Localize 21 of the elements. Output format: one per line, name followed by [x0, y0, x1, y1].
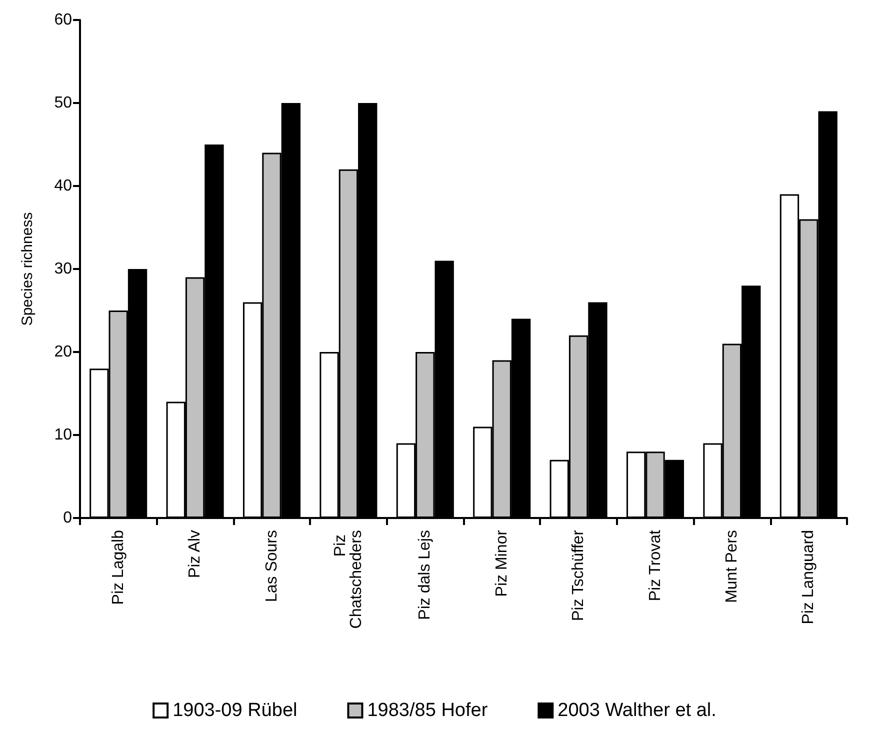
- legend-label: 2003 Walther et al.: [558, 700, 716, 721]
- legend-label: 1983/85 Hofer: [367, 700, 488, 721]
- legend-label: 1903-09 Rübel: [172, 700, 298, 721]
- x-tick-label: Piz Minor: [493, 529, 510, 597]
- y-tick-label: 20: [54, 344, 72, 360]
- x-tick-label: Munt Pers: [723, 530, 740, 603]
- x-tick-label: Piz Chatscheders: [332, 530, 365, 629]
- x-tick-label: Piz Tschüffer: [570, 529, 588, 622]
- y-tick-label: 0: [63, 510, 72, 526]
- x-tick-label: Piz dals Lejs: [416, 530, 434, 620]
- x-tick-label: Piz Trovat: [646, 529, 664, 602]
- x-tick-label: Piz Languard: [800, 530, 818, 624]
- y-tick-label: 40: [54, 178, 72, 194]
- y-tick-label: 60: [54, 12, 72, 28]
- x-tick-label: Piz Lagalb: [110, 530, 127, 605]
- y-tick-label: 30: [54, 260, 72, 278]
- x-tick-label: Las Sours: [263, 530, 280, 602]
- y-tick-label: 50: [54, 94, 72, 112]
- y-axis-title: Species richness: [19, 212, 36, 326]
- y-tick-label: 10: [54, 426, 72, 444]
- x-tick-label: Piz Alv: [186, 530, 204, 578]
